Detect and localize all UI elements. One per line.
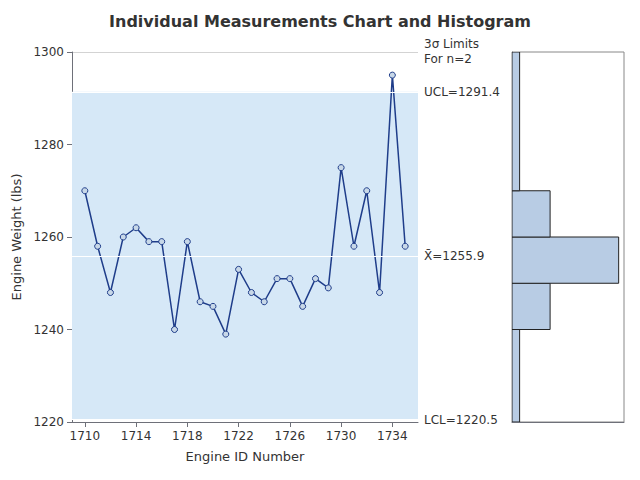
svg-text:Engine ID Number: Engine ID Number [186, 449, 306, 464]
svg-text:1714: 1714 [121, 429, 152, 443]
svg-text:For n=2: For n=2 [424, 52, 472, 66]
svg-text:Individual Measurements Chart: Individual Measurements Chart and Histog… [109, 12, 531, 31]
svg-text:Engine Weight (lbs): Engine Weight (lbs) [9, 174, 24, 301]
svg-text:1710: 1710 [70, 429, 101, 443]
svg-text:UCL=1291.4: UCL=1291.4 [424, 85, 500, 99]
svg-text:3σ Limits: 3σ Limits [424, 37, 479, 51]
svg-text:1280: 1280 [33, 138, 64, 152]
svg-text:1240: 1240 [33, 323, 64, 337]
svg-text:1722: 1722 [223, 429, 254, 443]
svg-text:1300: 1300 [33, 45, 64, 59]
svg-text:1726: 1726 [275, 429, 306, 443]
svg-text:1718: 1718 [172, 429, 203, 443]
svg-text:1260: 1260 [33, 230, 64, 244]
svg-text:1730: 1730 [326, 429, 357, 443]
svg-text:1734: 1734 [377, 429, 408, 443]
svg-text:1220: 1220 [33, 415, 64, 429]
svg-text:LCL=1220.5: LCL=1220.5 [424, 413, 498, 427]
svg-text:X̄=1255.9: X̄=1255.9 [424, 249, 484, 263]
